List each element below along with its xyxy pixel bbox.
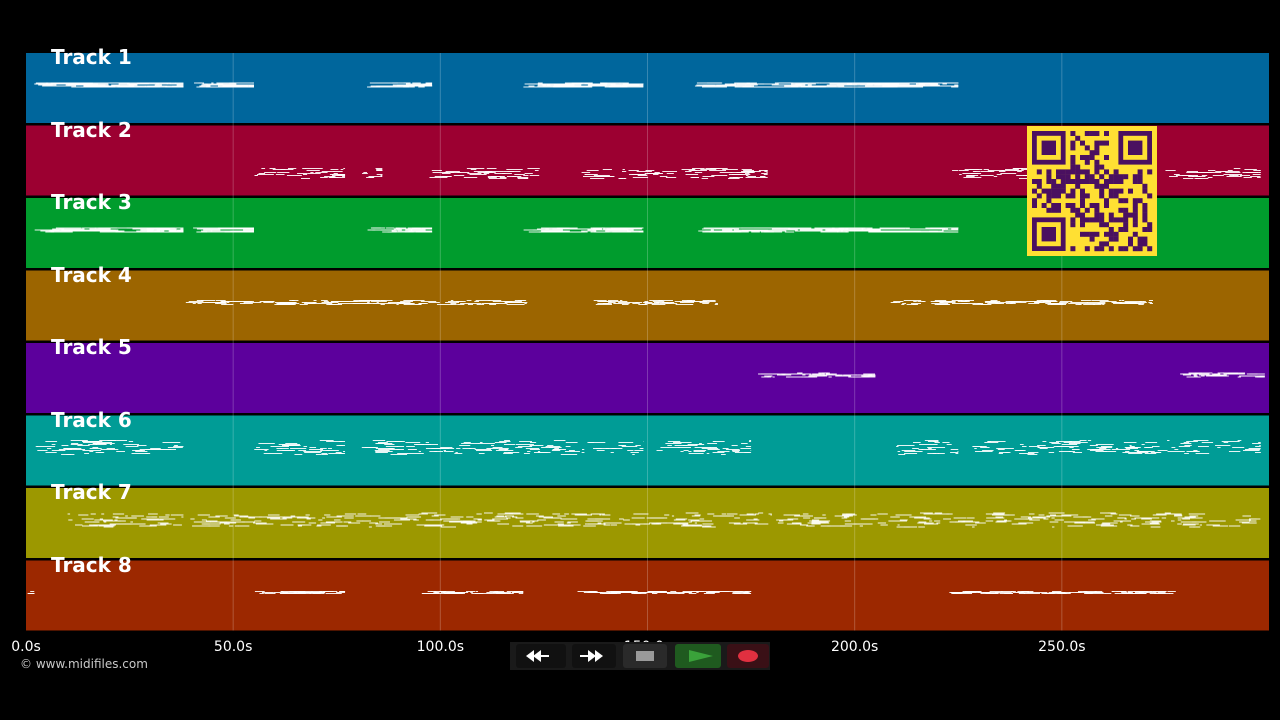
transport-controls [510, 642, 770, 670]
stop-icon [636, 651, 654, 661]
fast-forward-button[interactable] [572, 644, 616, 668]
tick-label: 100.0s [416, 639, 465, 655]
play-button[interactable] [675, 644, 721, 668]
tick-label: 0.0s [11, 639, 41, 655]
track-band-5 [26, 343, 1269, 413]
qr-code[interactable] [1027, 126, 1157, 256]
track-label-7: Track 7 [51, 480, 132, 504]
record-icon [738, 650, 758, 662]
note-layer [27, 82, 1265, 594]
stop-button[interactable] [623, 644, 667, 668]
track-band-1 [26, 53, 1269, 123]
play-icon [689, 650, 713, 662]
track-label-8: Track 8 [51, 552, 132, 577]
track-band-8 [26, 560, 1269, 631]
track-label-4: Track 4 [51, 262, 132, 287]
tick-label: 200.0s [830, 639, 879, 655]
tick-label: 50.0s [213, 639, 253, 655]
rewind-icon [526, 650, 549, 662]
record-button[interactable] [727, 644, 769, 668]
qr-code-image [1027, 126, 1157, 256]
track-band-4 [26, 270, 1269, 341]
fast-forward-icon [580, 650, 603, 662]
track-label-5: Track 5 [51, 335, 132, 359]
track-label-6: Track 6 [51, 407, 132, 432]
track-label-2: Track 2 [51, 117, 132, 142]
track-label-1: Track 1 [51, 45, 132, 69]
rewind-button[interactable] [516, 644, 566, 668]
copyright-text: © www.midifiles.com [20, 657, 148, 671]
track-band-6 [26, 415, 1269, 486]
tick-label: 250.0s [1038, 639, 1086, 655]
track-label-3: Track 3 [51, 190, 132, 214]
